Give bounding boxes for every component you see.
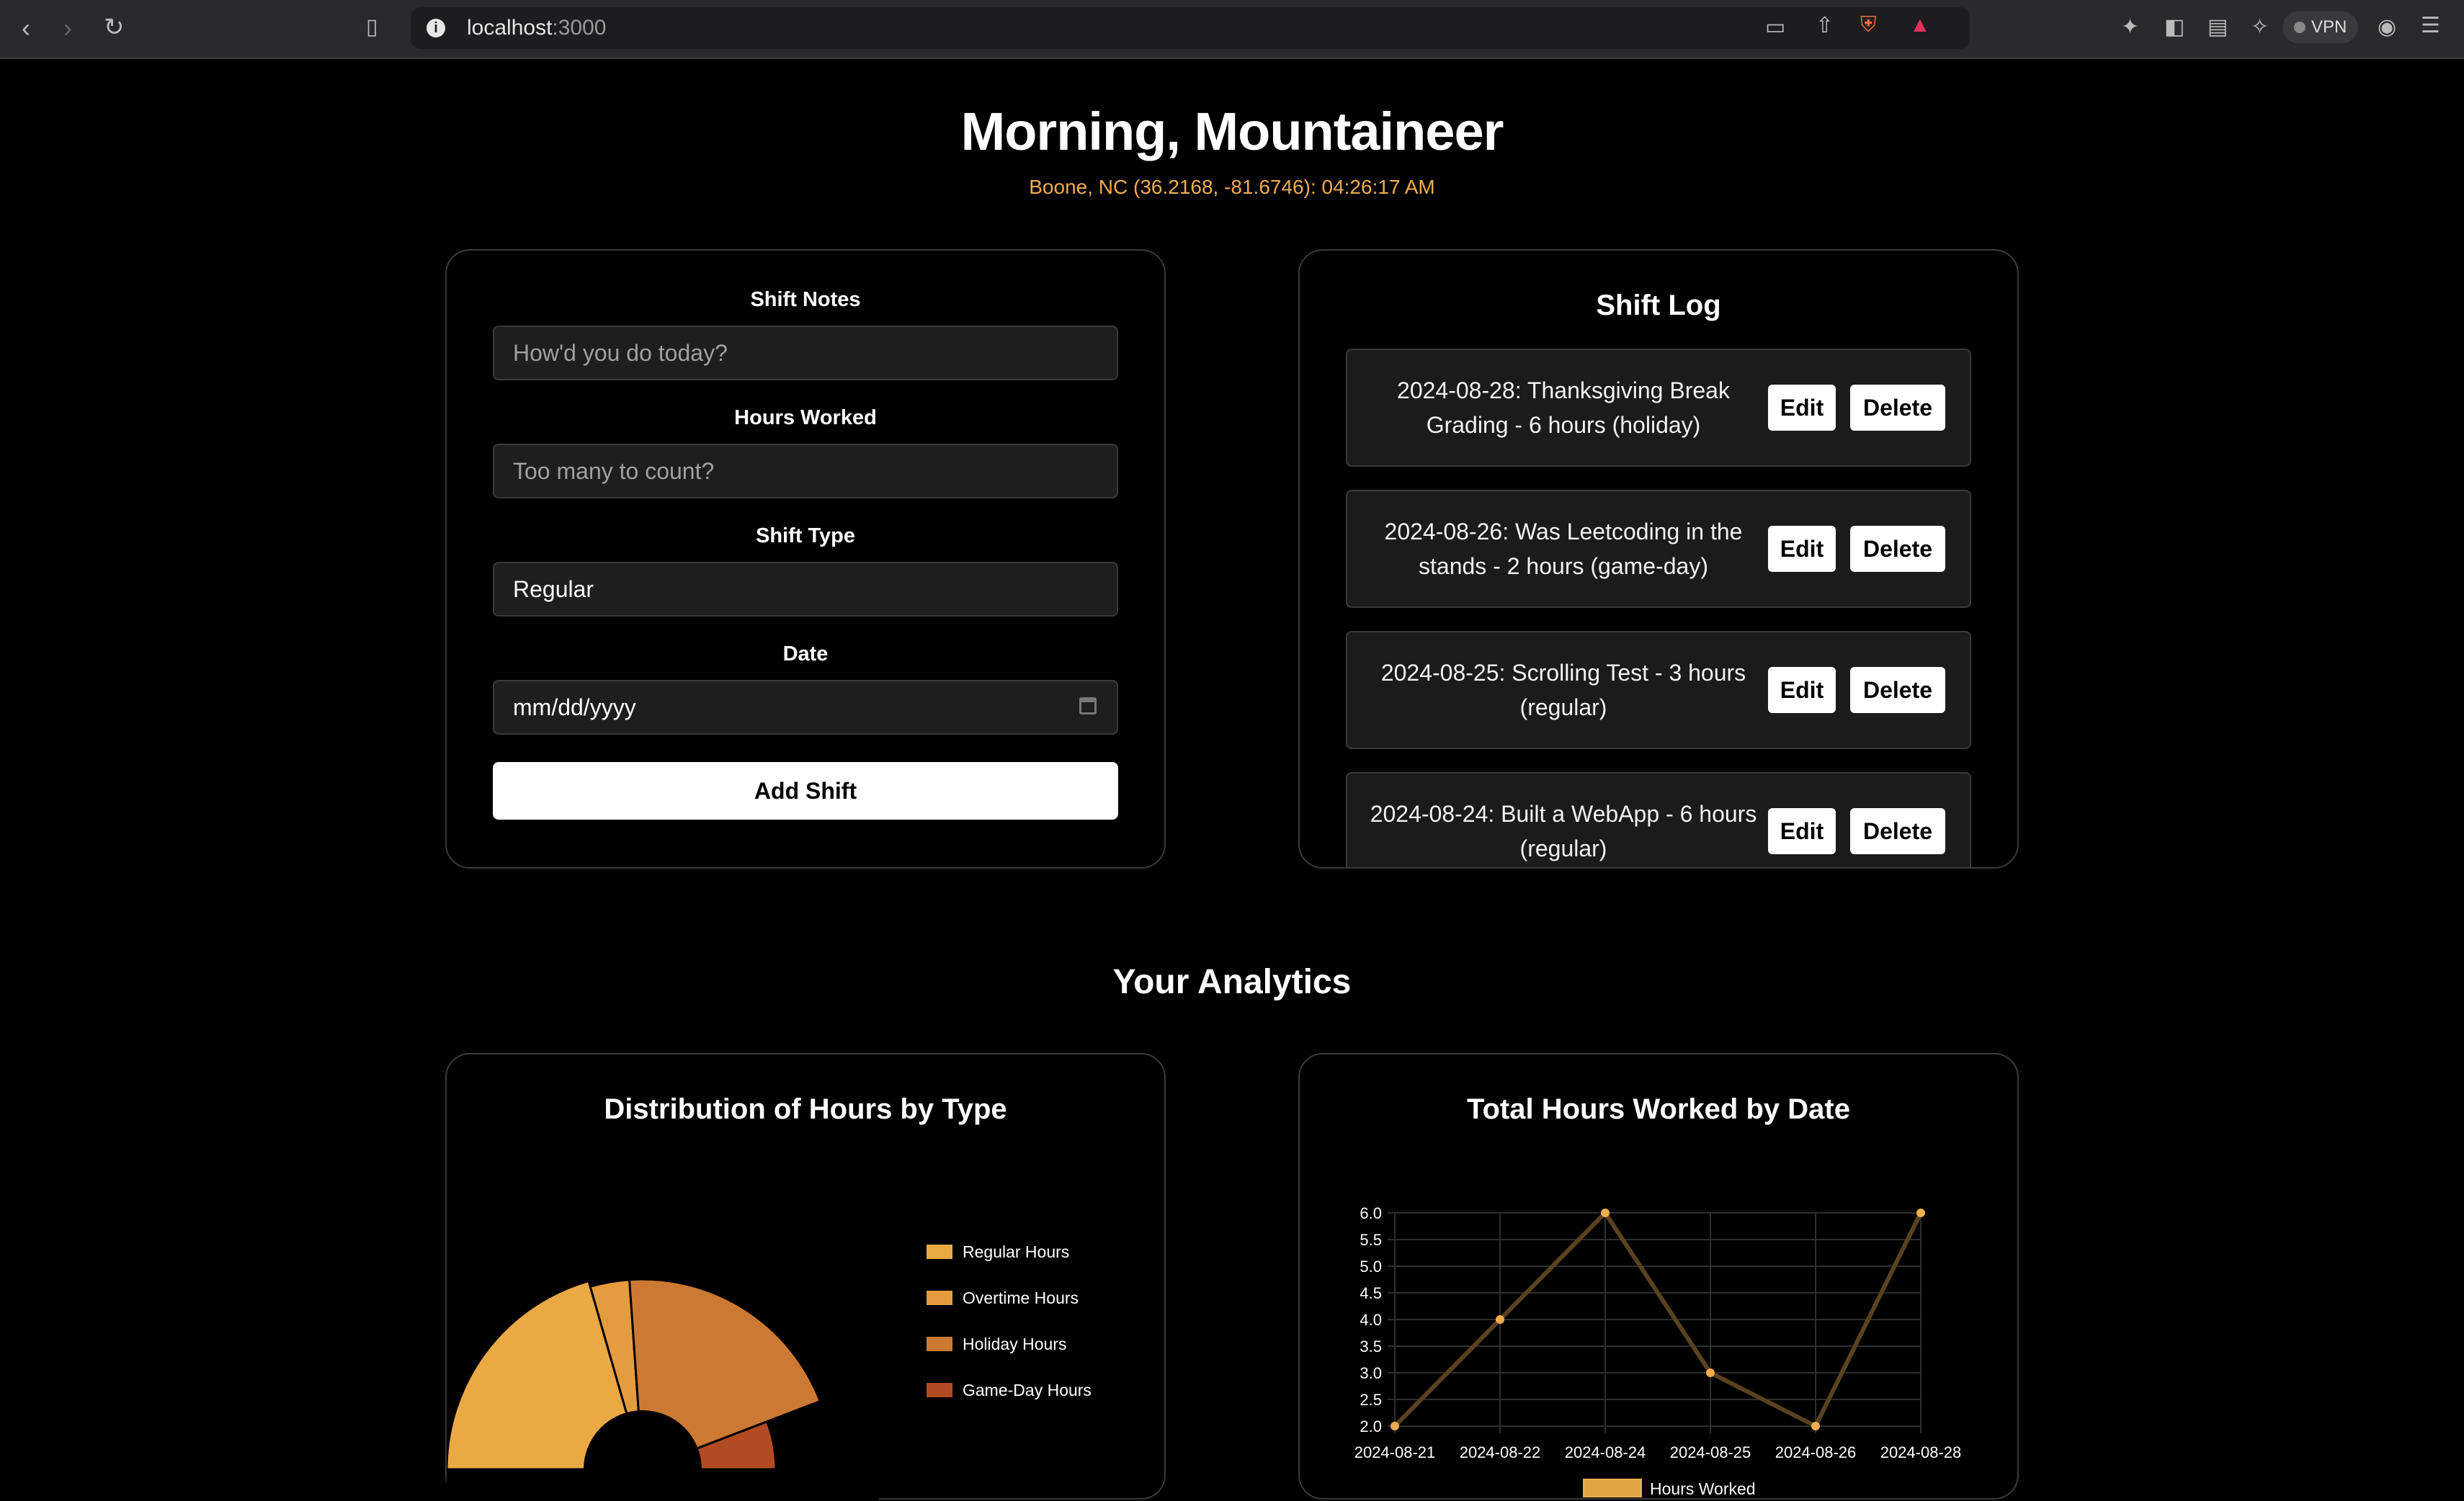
data-point [1706, 1368, 1715, 1377]
y-tick-label: 5.5 [1360, 1231, 1382, 1249]
shift-form-card: Shift Notes Hours Worked Shift Type Regu… [445, 249, 1166, 869]
shift-type-select[interactable]: Regular [493, 562, 1118, 617]
log-entry-text: 2024-08-24: Built a WebApp - 6 hours (re… [1370, 801, 1757, 861]
hours-chart-card: Total Hours Worked by Date 2.0 2.5 3.0 3.5 4… [1298, 1053, 2019, 1500]
leo-icon[interactable]: ✧ [2251, 15, 2269, 39]
date-input[interactable]: mm/dd/yyyy [493, 680, 1118, 735]
browser-toolbar: ‹ › ↻ ▯ i localhost:3000 ▭ ⇧ ⛨ ▲ ✦ ◧ ▤ ✧… [0, 0, 2464, 59]
shield-icon[interactable]: ⛨ [1860, 13, 1877, 37]
location-time: Boone, NC (36.2168, -81.6746): 04:26:17 … [1029, 176, 1435, 198]
sidebar-icon[interactable]: ◧ [2164, 15, 2185, 39]
url-text: localhost:3000 [467, 16, 607, 40]
chart-baseline-mask [447, 1471, 879, 1501]
bookmark-icon[interactable]: ▯ [366, 15, 378, 39]
y-tick-label: 2.5 [1360, 1391, 1382, 1409]
shift-notes-input[interactable] [493, 326, 1118, 380]
log-entry-text: 2024-08-26: Was Leetcoding in the stands… [1384, 519, 1743, 579]
x-tick-label: 2024-08-26 [1775, 1443, 1857, 1461]
delete-button[interactable]: Delete [1850, 667, 1945, 713]
legend-label: Game-Day Hours [963, 1381, 1092, 1399]
y-tick-label: 6.0 [1360, 1204, 1382, 1222]
distribution-chart-card: Distribution of Hours by Type Regular Ho… [445, 1053, 1166, 1501]
shift-log-title: Shift Log [1596, 290, 1721, 321]
log-entry: 2024-08-25: Scrolling Test - 3 hours (re… [1346, 631, 1971, 749]
y-tick-label: 4.0 [1360, 1311, 1382, 1329]
profile-icon[interactable]: ◉ [2378, 15, 2397, 39]
address-bar[interactable]: i localhost:3000 ▭ ⇧ ⛨ ▲ [411, 7, 1970, 49]
menu-icon[interactable]: ☰ [2421, 14, 2440, 37]
legend-label: Regular Hours [963, 1242, 1069, 1261]
delete-button[interactable]: Delete [1850, 526, 1945, 572]
y-tick-label: 3.0 [1360, 1364, 1382, 1382]
delete-button[interactable]: Delete [1850, 808, 1945, 854]
legend-swatch [927, 1245, 952, 1259]
distribution-chart: Regular Hours Overtime Hours Holiday Hours… [447, 1242, 1092, 1501]
legend-swatch [927, 1291, 952, 1305]
y-tick-label: 5.0 [1360, 1258, 1382, 1276]
forward-icon[interactable]: › [63, 13, 72, 42]
log-entry: 2024-08-24: Built a WebApp - 6 hours (re… [1346, 772, 1971, 867]
edit-button[interactable]: Edit [1768, 667, 1836, 713]
calendar-icon[interactable] [1079, 697, 1097, 714]
hours-chart-title: Total Hours Worked by Date [1467, 1093, 1850, 1125]
log-entry: 2024-08-26: Was Leetcoding in the stands… [1346, 490, 1971, 608]
wallet-icon[interactable]: ▤ [2208, 15, 2228, 39]
x-tick-label: 2024-08-24 [1565, 1443, 1646, 1461]
rewards-icon[interactable]: ▲ [1909, 13, 1931, 37]
log-entry: 2024-08-28: Thanksgiving Break Grading -… [1346, 349, 1971, 467]
data-point [1391, 1422, 1399, 1430]
legend-swatch [927, 1337, 952, 1351]
distribution-chart-title: Distribution of Hours by Type [604, 1093, 1007, 1125]
x-tick-label: 2024-08-28 [1880, 1443, 1962, 1461]
chart-slice [447, 1279, 644, 1471]
vpn-button[interactable]: VPN [2282, 12, 2359, 43]
y-tick-label: 3.5 [1360, 1338, 1382, 1356]
page-title: Morning, Mountaineer [960, 102, 1504, 161]
extensions-icon[interactable]: ✦ [2121, 15, 2140, 39]
series-line [1393, 1211, 1923, 1428]
data-point [1601, 1209, 1610, 1217]
x-tick-label: 2024-08-22 [1460, 1443, 1541, 1461]
y-tick-label: 4.5 [1360, 1284, 1382, 1302]
back-icon[interactable]: ‹ [22, 13, 30, 42]
edit-button[interactable]: Edit [1768, 385, 1836, 431]
edit-button[interactable]: Edit [1768, 526, 1836, 572]
edit-button[interactable]: Edit [1768, 808, 1836, 854]
x-tick-label: 2024-08-21 [1354, 1443, 1436, 1461]
hours-line-chart: 2.0 2.5 3.0 3.5 4.0 4.5 5.0 5.5 6.0 2024-08-21 202… [1354, 1204, 1962, 1498]
delete-button[interactable]: Delete [1850, 385, 1945, 431]
hours-worked-label: Hours Worked [734, 406, 877, 429]
add-shift-button[interactable]: Add Shift [493, 762, 1118, 820]
data-point [1916, 1209, 1925, 1217]
legend-swatch [927, 1383, 952, 1397]
data-point [1811, 1422, 1820, 1430]
legend-label: Holiday Hours [963, 1335, 1066, 1353]
analytics-title: Your Analytics [1112, 963, 1352, 1001]
log-entry-text: 2024-08-28: Thanksgiving Break Grading -… [1397, 377, 1730, 438]
hours-worked-input[interactable] [493, 444, 1118, 498]
legend-label: Overtime Hours [963, 1289, 1079, 1307]
x-tick-label: 2024-08-25 [1670, 1443, 1751, 1461]
data-point [1496, 1315, 1504, 1324]
shift-notes-label: Shift Notes [750, 288, 861, 311]
log-entry-text: 2024-08-25: Scrolling Test - 3 hours (re… [1380, 660, 1746, 720]
vpn-status-icon [2294, 22, 2305, 33]
date-label: Date [782, 642, 829, 666]
y-tick-label: 2.0 [1360, 1417, 1382, 1435]
site-info-icon[interactable]: i [427, 19, 445, 37]
date-placeholder: mm/dd/yyyy [513, 694, 636, 720]
shift-type-label: Shift Type [755, 524, 856, 547]
share-icon[interactable]: ⇧ [1816, 14, 1834, 37]
reload-icon[interactable]: ↻ [104, 14, 125, 41]
shift-log-card: Shift Log 2024-08-28: Thanksgiving Break… [1298, 249, 2019, 869]
cast-icon[interactable]: ▭ [1765, 15, 1786, 39]
